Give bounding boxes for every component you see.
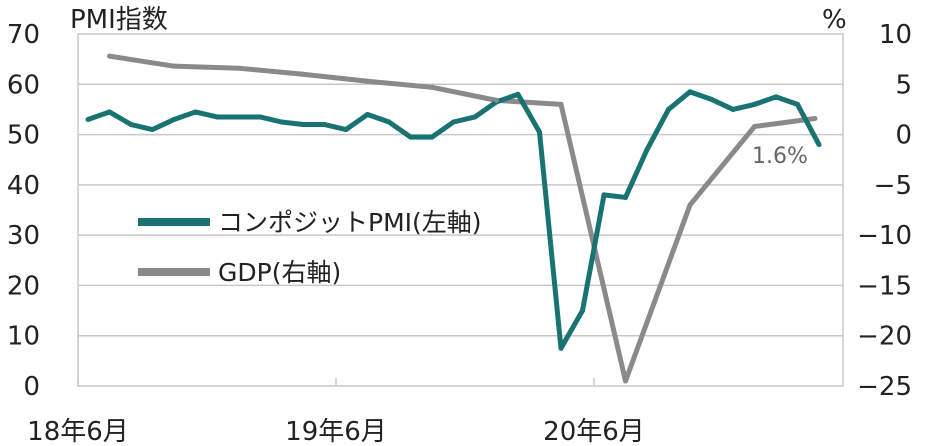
plot-frame (77, 33, 844, 387)
right-axis-ticks: 10 5 0 −5 −10 −15 −20 −25 (857, 20, 912, 402)
gdp-end-annotation: 1.6% (752, 144, 808, 169)
pmi-point (773, 94, 779, 100)
pmi-point (644, 147, 650, 153)
pmi-point (107, 109, 112, 115)
gdp-point (107, 53, 112, 59)
pmi-point (472, 114, 478, 120)
gdp-point (365, 78, 370, 84)
left-tick-label: 20 (7, 271, 40, 301)
pmi-point (300, 122, 306, 128)
pmi-point (85, 116, 91, 122)
pmi-point (687, 89, 693, 95)
pmi-point (537, 129, 542, 135)
x-tick-label: 18年6月 (27, 417, 129, 446)
pmi-point (558, 345, 564, 351)
left-tick-label: 30 (7, 221, 40, 251)
gdp-series-line (109, 53, 816, 384)
left-axis-ticks: 0 10 20 30 40 50 60 70 (7, 20, 40, 402)
x-tick-label: 19年6月 (285, 417, 387, 446)
pmi-point (343, 127, 349, 133)
pmi-point (451, 119, 456, 125)
pmi-point (709, 96, 714, 102)
pmi-point (429, 134, 435, 140)
gridlines (78, 83, 843, 337)
pmi-point (257, 114, 263, 120)
pmi-point (193, 109, 198, 115)
left-tick-label: 0 (23, 372, 40, 402)
gdp-point (300, 71, 306, 77)
pmi-point (365, 111, 370, 117)
left-tick-label: 40 (7, 171, 40, 201)
pmi-points (85, 89, 822, 351)
pmi-point (214, 114, 220, 120)
right-tick-label: −10 (857, 221, 912, 251)
gdp-point (171, 63, 177, 69)
x-tick-label: 20年6月 (543, 417, 645, 446)
left-tick-label: 70 (7, 20, 40, 50)
pmi-point (730, 106, 736, 112)
pmi-point (150, 127, 155, 133)
gdp-point (429, 84, 435, 90)
pmi-point (279, 119, 284, 125)
pmi-point (666, 106, 671, 112)
pmi-point (236, 114, 241, 120)
gdp-point (687, 202, 693, 208)
left-tick-label: 60 (7, 70, 40, 100)
right-axis-title: % (822, 5, 847, 35)
left-axis-title: PMI指数 (70, 5, 168, 35)
gdp-point (752, 124, 757, 130)
pmi-point (752, 101, 757, 107)
left-tick-label: 50 (7, 121, 40, 151)
gdp-point (558, 101, 564, 107)
right-tick-label: −25 (857, 372, 912, 402)
x-axis-ticks: 18年6月 19年6月 20年6月 (27, 378, 645, 446)
pmi-point (408, 134, 413, 140)
gdp-point (494, 97, 499, 103)
pmi-point (171, 116, 177, 122)
legend-pmi-label: コンポジットPMI(左軸) (218, 208, 482, 237)
right-tick-label: −20 (857, 322, 912, 352)
pmi-point (816, 142, 822, 148)
gdp-point (812, 115, 818, 121)
pmi-point (623, 194, 628, 200)
left-tick-label: 10 (7, 322, 40, 352)
pmi-point (580, 308, 585, 314)
pmi-point (601, 192, 607, 198)
right-tick-label: 10 (879, 20, 912, 50)
gdp-point (623, 378, 628, 384)
pmi-point (795, 101, 800, 107)
right-tick-label: −15 (857, 271, 912, 301)
gdp-point (236, 65, 241, 71)
legend-gdp-label: GDP(右軸) (218, 258, 341, 287)
pmi-point (515, 91, 521, 97)
pmi-point (128, 122, 134, 128)
pmi-point (386, 119, 392, 125)
legend: コンポジットPMI(左軸) GDP(右軸) (138, 208, 482, 287)
gdp-points (107, 53, 818, 384)
pmi-point (322, 122, 327, 128)
right-tick-label: 0 (895, 121, 912, 151)
right-tick-label: −5 (874, 171, 912, 201)
right-tick-label: 5 (895, 70, 912, 100)
